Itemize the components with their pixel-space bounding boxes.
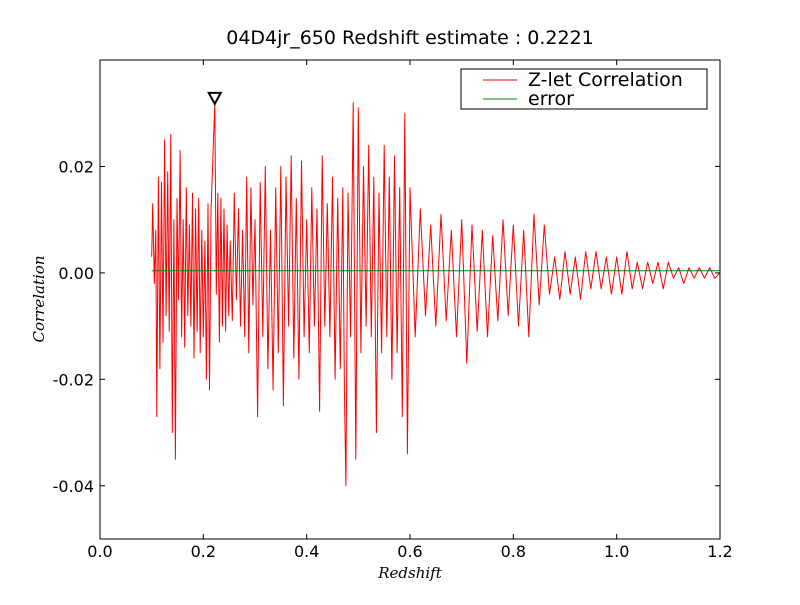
x-tick-label: 0.4 xyxy=(294,542,319,561)
y-tick-labels: 0.02 0.00 -0.02 -0.04 xyxy=(53,157,94,495)
y-axis-label: Correlation xyxy=(30,256,48,343)
plot-area xyxy=(99,59,721,540)
x-axis-label: Redshift xyxy=(377,564,442,582)
series-layer xyxy=(151,102,721,487)
legend-label-correlation: Z-let Correlation xyxy=(528,69,683,91)
x-tick-label: 1.0 xyxy=(604,542,629,561)
axes-frame xyxy=(99,59,721,540)
chart-title: 04D4jr_650 Redshift estimate : 0.2221 xyxy=(226,27,594,49)
legend: Z-let Correlation error xyxy=(460,68,708,110)
peak-marker xyxy=(207,91,223,106)
y-tick-label: -0.04 xyxy=(53,477,94,496)
y-tick-label: -0.02 xyxy=(53,370,94,389)
ticks-layer xyxy=(99,60,721,539)
x-tick-label: 0.6 xyxy=(397,542,422,561)
correlation-line xyxy=(151,102,721,487)
x-tick-label: 0.0 xyxy=(87,542,112,561)
x-tick-labels: 0.0 0.2 0.4 0.6 0.8 1.0 1.2 xyxy=(87,542,732,561)
legend-box xyxy=(460,68,708,110)
marker-layer xyxy=(207,91,223,106)
y-tick-label: 0.02 xyxy=(58,157,94,176)
x-tick-label: 0.2 xyxy=(191,542,216,561)
legend-label-error: error xyxy=(528,88,574,110)
x-tick-label: 1.2 xyxy=(707,542,732,561)
x-tick-label: 0.8 xyxy=(501,542,526,561)
y-tick-label: 0.00 xyxy=(58,264,94,283)
